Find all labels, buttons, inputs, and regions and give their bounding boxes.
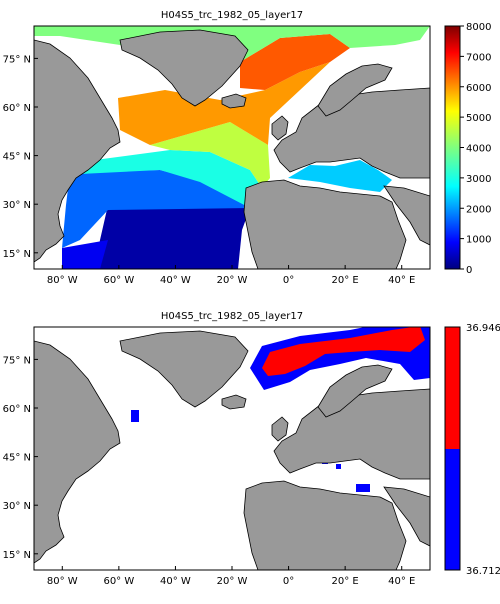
x-tick-label: 20° E [332,576,359,587]
y-tick-label: 15° N [3,249,31,260]
x-tick-label: 20° W [217,576,248,587]
colorbar-tick-label: 3000 [466,174,491,185]
land-scandinavia-2 [317,364,393,418]
land-arabia-2 [383,486,430,547]
y-tick-label: 15° N [3,550,31,561]
y-tick-labels-top: 15° N 30° N 45° N 60° N 75° N [3,54,38,260]
land-europe [273,87,430,179]
land-north-america [34,39,121,263]
chart-title-bottom: H04S5_trc_1982_05_layer17 [161,311,303,322]
land-iceland-2 [221,394,247,410]
colorbar-tick-label: 6000 [466,83,491,94]
region-central-atlantic [80,150,262,208]
y-tick-label: 30° N [3,501,31,512]
region-barents-sea-core [262,327,425,376]
x-tick-label: 80° W [47,275,78,286]
land-africa-2 [243,480,407,570]
colorbar-ticks-bottom: 36.946 36.712 [466,323,500,577]
colorbar-bottom: 36.946 36.712 [444,323,500,577]
x-tick-label: 40° W [160,275,191,286]
land-scandinavia [317,63,393,117]
x-tick-label: 0° [283,576,294,587]
x-tick-label: 60° W [103,275,134,286]
land-british-isles [271,115,289,141]
y-tick-labels-bottom: 15° N 30° N 45° N 60° N 75° N [3,355,38,561]
x-tick-label: 40° W [160,576,191,587]
chart-title-top: H04S5_trc_1982_05_layer17 [161,10,303,21]
colorbar-tick-label: 7000 [466,52,491,63]
colorbar-tick-label: 36.712 [466,566,500,577]
colorbar-tick-label: 0 [466,265,472,276]
colorbar-tick-label: 1000 [466,235,491,246]
colorbar-tick-label: 36.946 [466,323,500,334]
colorbar-tick-label: 5000 [466,113,491,124]
land-greenland [119,29,249,107]
x-tick-label: 60° W [103,576,134,587]
colorbar-tick-label: 4000 [466,144,491,155]
x-tick-labels-top: 80° W 60° W 40° W 20° W 0° 20° E 40° E [47,265,415,286]
region-western-atlantic [62,170,250,248]
land-africa [243,179,407,269]
land-british-isles-2 [271,416,289,442]
x-tick-labels-bottom: 80° W 60° W 40° W 20° W 0° 20° E 40° E [47,566,415,587]
colorbar-ticks-top: 0 1000 2000 3000 4000 5000 6000 7000 8000 [460,22,491,276]
x-tick-label: 0° [283,275,294,286]
land-greenland-2 [119,330,249,408]
colorbar-tick-label: 8000 [466,22,491,33]
land-europe-2 [273,388,430,480]
map-panel-top: 80° W 60° W 40° W 20° W 0° 20° E 40° E 15° N 30… [3,25,431,286]
region-labrador-patch [131,410,139,422]
region-eastern-atlantic [150,122,270,188]
y-tick-label: 75° N [3,355,31,366]
land-north-america-2 [34,340,121,564]
y-tick-label: 75° N [3,54,31,65]
y-tick-label: 30° N [3,200,31,211]
colorbar-segment-low [445,449,460,570]
colorbar-top: 0 1000 2000 3000 4000 5000 6000 7000 8000 [444,22,491,276]
x-tick-label: 20° E [332,275,359,286]
land-iceland [221,93,247,109]
region-nordic-seas [240,34,350,90]
y-tick-label: 60° N [3,103,31,114]
region-caribbean [62,240,108,269]
x-tick-label: 20° W [217,275,248,286]
colorbar-segment-high [445,327,460,449]
y-tick-label: 45° N [3,152,31,163]
y-tick-label: 45° N [3,453,31,464]
map-panel-bottom: 80° W 60° W 40° W 20° W 0° 20° E 40° E 15° N 30… [3,326,431,587]
colorbar-tick-label: 2000 [466,204,491,215]
region-mediterranean [288,160,392,192]
x-tick-label: 40° E [388,275,415,286]
colorbar-gradient-top [444,25,461,270]
region-subtropical-gyre [95,205,250,269]
y-tick-label: 60° N [3,404,31,415]
land-arabia [383,185,430,246]
x-tick-label: 40° E [388,576,415,587]
x-tick-label: 80° W [47,576,78,587]
